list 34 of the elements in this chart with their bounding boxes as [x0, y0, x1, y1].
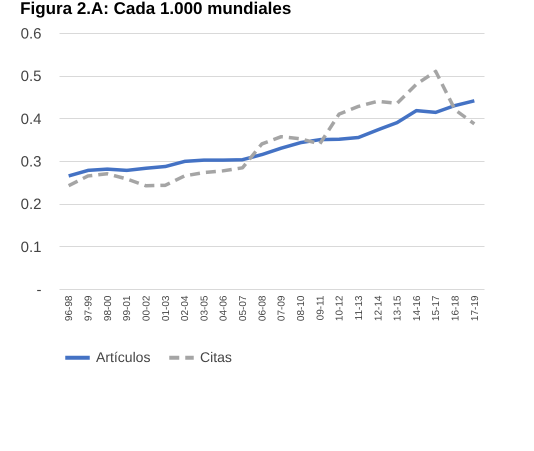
x-tick-label: 96-98	[64, 295, 76, 322]
chart-title: Figura 2.A: Cada 1.000 mundiales	[20, 0, 292, 18]
x-tick-label: 99-01	[122, 295, 134, 322]
x-tick-label: 11-13	[354, 295, 365, 320]
y-tick-label: 0.3	[20, 154, 42, 170]
x-tick-label: 06-08	[257, 295, 268, 322]
x-tick-label: 97-99	[83, 295, 94, 322]
x-tick-label: 08-10	[296, 295, 307, 322]
x-tick-label: 17-19	[470, 295, 481, 322]
x-tick-label: 09-11	[315, 295, 326, 320]
legend-label: Artículos	[96, 348, 150, 365]
line-series	[66, 70, 476, 188]
legend-label: Citas	[200, 348, 232, 365]
x-tick-label: 10-12	[334, 295, 346, 322]
y-tick-label: 0.2	[20, 196, 42, 214]
y-tick-label: 0.4	[20, 110, 42, 128]
y-tick-label: 0.6	[20, 26, 42, 42]
x-tick-label: 02-04	[180, 295, 192, 322]
y-tick-label: -	[36, 282, 42, 298]
x-tick-label: 01-03	[160, 295, 172, 322]
x-tick-label: 12-14	[373, 295, 384, 322]
x-tick-label: 03-05	[199, 295, 210, 322]
x-tick-label: 13-15	[392, 295, 404, 322]
x-tick-label: 15-17	[431, 295, 442, 322]
x-tick-label: 14-16	[412, 295, 423, 322]
line-series	[66, 99, 476, 178]
x-tick-label: 04-06	[218, 295, 230, 322]
x-tick-label: 00-02	[141, 295, 152, 322]
x-tick-label: 16-18	[450, 295, 462, 322]
x-tick-label: 07-09	[276, 295, 288, 322]
y-tick-label: 0.5	[20, 68, 42, 86]
x-tick-label: 05-07	[238, 295, 250, 322]
y-tick-label: 0.1	[20, 238, 42, 256]
x-tick-label: 98-00	[102, 295, 114, 322]
